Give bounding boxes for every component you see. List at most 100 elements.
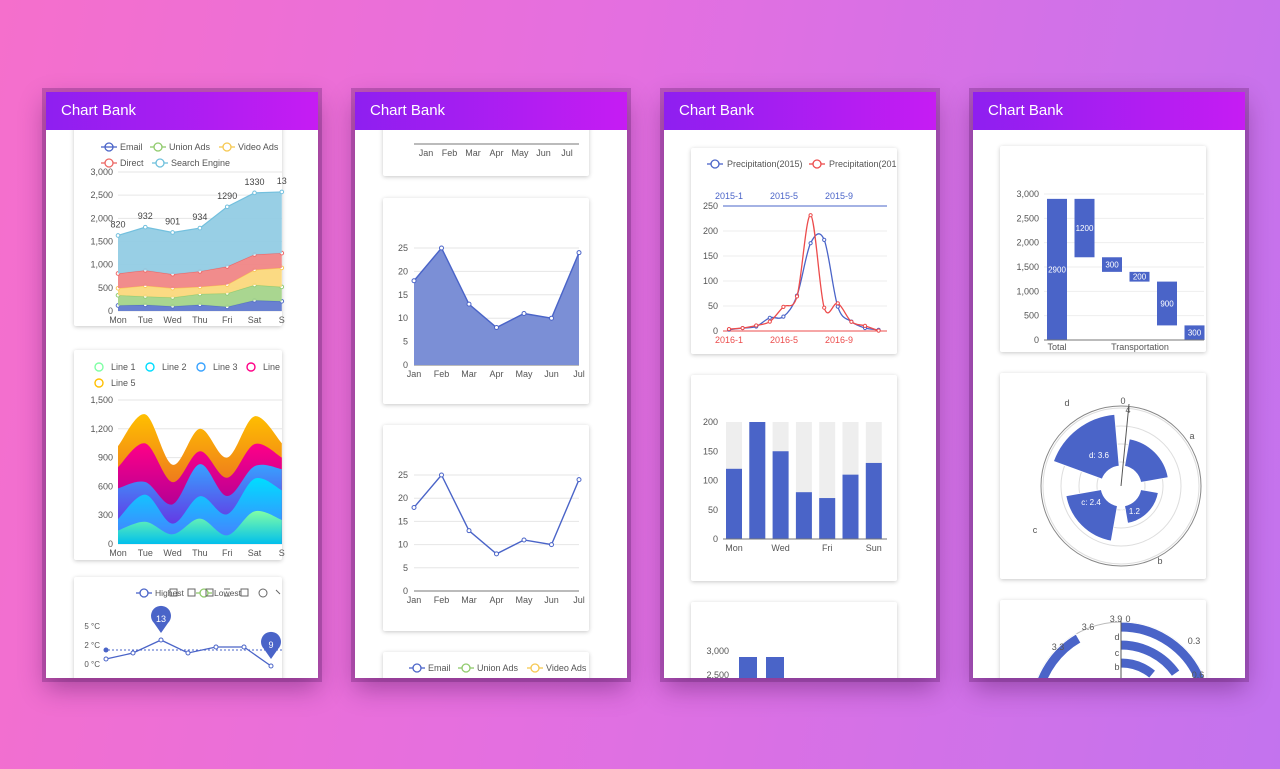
area-chart-card[interactable]: 25 20 15 10 5 0 Jan Feb Mar Apr May Jun Jul [383,198,589,404]
legend-marker-line-1 [94,362,104,372]
restore-zoom-icon [187,588,196,597]
legend-marker-union-ads [461,663,471,673]
y-tick-label: 2,500 [90,190,113,200]
y-tick-label: 0 [403,586,408,596]
radial-gridline [1060,425,1182,547]
y-tick-label: 300 [98,510,113,520]
x-tick-label: Feb [434,595,450,605]
angle-tick-label: c [1033,525,1038,535]
data-point [439,472,444,478]
bar-type-icon [240,588,249,597]
bar [739,657,757,678]
radial-bar [1037,633,1082,678]
y-tick-label: 2,500 [1016,213,1039,223]
bar-card-top[interactable]: Jan Feb Mar Apr May Jun Jul [383,130,589,176]
toolbox[interactable] [169,588,281,598]
legend-label-precipitation-2016: Precipitation(201 [829,159,897,169]
y-tick-label: 900 [98,453,113,463]
bar [819,498,836,539]
data-point [213,644,219,650]
bar-background-chart: 200 150 100 50 0 Mon Wed Fri Sun [703,417,887,553]
app-header: Chart Bank [46,92,318,130]
y-tick-label: 50 [708,301,718,311]
app-title: Chart Bank [370,102,446,119]
x-tick-label: Jun [536,148,551,158]
data-point [466,301,472,307]
bar-label: 900 [1160,300,1174,309]
data-point [143,224,148,230]
stacked-line-card[interactable]: Email Union Ads Video Ads [383,652,589,678]
series-line [728,214,879,332]
y-tick-label: 25 [398,243,408,253]
data-point [726,326,732,332]
legend-label-line-5: Line 5 [111,378,136,388]
app-title: Chart Bank [679,102,755,119]
y-tick-label: 5 [403,337,408,347]
y-tick-label: 50 [708,505,718,515]
radial-bar-card[interactable]: 3.9 0 3.6 3.3 0.3 d c b 0.6 [1000,600,1206,678]
y-tick-label: 3,000 [706,646,729,656]
legend-label-video-ads: Video Ads [546,663,587,673]
line-chart-card[interactable]: 25 20 15 10 5 0 Jan Feb Mar Apr May Jun Jul [383,425,589,631]
bar-label: 200 [1133,273,1147,282]
bar-background-card[interactable]: 200 150 100 50 0 Mon Wed Fri Sun [691,375,897,581]
y-tick-label: 500 [98,283,113,293]
phone-screen-1: Chart Bank Email Union Ads Video Ads Dir [46,92,318,678]
legend-label-line-3: Line 3 [213,362,238,372]
y-tick-label: 200 [703,226,718,236]
data-point [862,323,868,328]
data-point [549,542,554,548]
temperature-line-card[interactable]: Highest Lowest 5 °C 2 °C 0 °C 13 9 [74,577,282,678]
series-line [413,473,580,555]
x-tick-label: Thu [192,548,208,558]
data-point [808,241,813,246]
bar [842,474,859,539]
data-view-icon [205,588,214,597]
precipitation-card[interactable]: Precipitation(2015) Precipitation(201 25… [691,148,897,354]
stacked-area-chart: Email Union Ads Video Ads Direct Search … [90,142,286,325]
bar-chart-partial-bottom: 3,000 2,500 [706,646,784,678]
x-tick-label: Total [1047,342,1066,352]
legend-marker-highest [139,588,149,598]
legend-label-line-4: Line [263,362,280,372]
bar [766,657,784,678]
y-tick-label: 0 [403,360,408,370]
bar-card-bottom[interactable]: 3,000 2,500 [691,602,897,678]
top-tick-label: 2015-9 [825,191,853,201]
x-tick-label: Jun [544,595,559,605]
angle-tick-label: b [1157,556,1162,566]
polar-bar-card[interactable]: d: 3.6a: 2b: 1.2c: 2.404dabc [1000,373,1206,579]
y-tick-label: 600 [98,481,113,491]
legend-label-union-ads: Union Ads [169,142,211,152]
app-title: Chart Bank [61,102,137,119]
data-point [241,644,247,650]
y-tick-label: 0 °C [84,660,100,669]
data-point [411,504,417,510]
angle-tick-label: d [1064,398,1069,408]
radial-gridline [1078,443,1164,529]
data-point [808,213,813,218]
gradient-stacked-area-card[interactable]: Line 1 Line 2 Line 3 Line Line 5 1,500 1,… [74,350,285,560]
bar-label: 300 [1105,261,1119,270]
legend-marker-line-4 [246,362,256,372]
legend-marker-search-engine [155,158,165,168]
stacked-area-card[interactable]: Email Union Ads Video Ads Direct Search … [74,130,287,326]
bar [795,492,812,539]
area-video-ads [118,267,282,298]
legend-marker-line-5 [94,378,104,388]
x-tick-label: Mar [465,148,481,158]
x-tick-label: Feb [434,369,450,379]
y-tick-label: 2,500 [706,670,729,678]
app-title: Chart Bank [988,102,1064,119]
x-tick-label: Feb [442,148,458,158]
y-tick-label: 0 [713,326,718,336]
precipitation-chart: Precipitation(2015) Precipitation(201 25… [703,159,897,345]
waterfall-bar [1102,257,1122,272]
waterfall-bar [1047,198,1067,340]
bottom-tick-label: 2016-1 [715,335,743,345]
y-tick-label: 5 °C [84,622,100,631]
waterfall-card[interactable]: 3,000 2,500 2,000 1,500 1,000 500 0 2900 1200 300… [1000,146,1206,352]
top-tick-label: 2015-1 [715,191,743,201]
